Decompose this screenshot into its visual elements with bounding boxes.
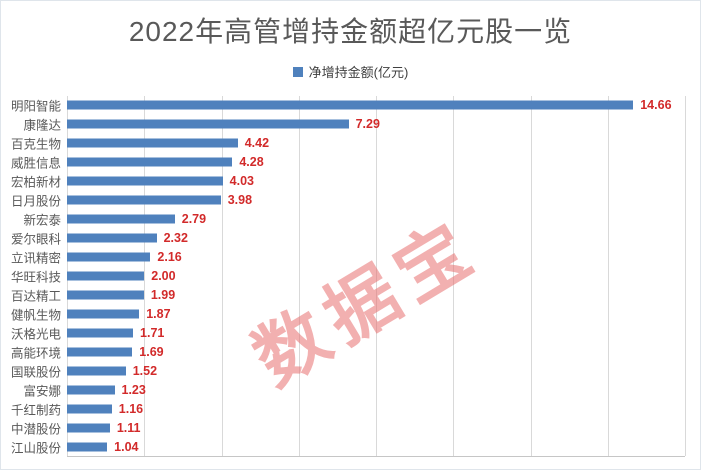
gridline (221, 96, 223, 456)
category-label: 江山股份 (10, 441, 61, 456)
bar-row: 明阳智能 14.66 (11, 96, 685, 115)
bar[interactable] (67, 119, 349, 129)
category-label: 日月股份 (10, 194, 61, 209)
value-label: 1.99 (150, 287, 176, 302)
bar[interactable] (67, 309, 140, 319)
value-label: 2.16 (157, 250, 182, 265)
category-label: 高能环境 (10, 346, 61, 361)
bar-row: 健帆生物 1.87 (11, 304, 685, 323)
value-label: 7.29 (355, 117, 380, 132)
gridline (607, 96, 609, 456)
category-label: 宏柏新材 (10, 175, 61, 190)
gridline (685, 96, 686, 456)
bar-row: 威胜信息 4.28 (11, 153, 685, 172)
bar[interactable] (67, 404, 112, 414)
category-label: 立讯精密 (10, 251, 61, 266)
bar[interactable] (67, 271, 145, 281)
category-label: 沃格光电 (10, 327, 61, 342)
value-label: 1.87 (146, 306, 171, 321)
category-label: 中潜股份 (10, 422, 61, 437)
value-label: 3.98 (227, 193, 253, 208)
bar[interactable] (67, 385, 115, 395)
bar-row: 江山股份 1.04 (11, 437, 685, 456)
bar-row: 爱尔眼科 2.32 (11, 229, 685, 248)
category-label: 康隆达 (23, 118, 61, 133)
bar[interactable] (67, 366, 126, 376)
bar-row: 华旺科技 2.00 (11, 267, 685, 286)
bar[interactable] (67, 138, 238, 148)
bar[interactable] (67, 100, 634, 110)
gridline (144, 96, 146, 456)
category-label: 百克生物 (10, 137, 61, 152)
category-label: 明阳智能 (10, 99, 61, 114)
category-label: 华旺科技 (10, 270, 61, 285)
bar-row: 富安娜 1.23 (23, 380, 685, 399)
bar[interactable] (67, 290, 144, 300)
gridline (453, 96, 455, 456)
bar[interactable] (67, 328, 134, 338)
gridline (530, 96, 532, 456)
bar-row: 高能环境 1.69 (11, 342, 685, 361)
bar[interactable] (67, 176, 223, 186)
bar-row: 康隆达 7.29 (23, 115, 685, 134)
gridline (376, 96, 377, 456)
bar[interactable] (67, 442, 108, 452)
value-label: 1.11 (116, 420, 141, 435)
bar-row: 立讯精密 2.16 (11, 248, 685, 267)
bar-row: 中潜股份 1.11 (11, 418, 685, 437)
category-label: 百达精工 (10, 289, 61, 304)
value-label: 4.42 (244, 136, 270, 151)
chart-title: 2022年高管增持金额超亿元股一览 (128, 16, 573, 47)
gridline (298, 96, 300, 456)
legend-label: 净增持金额(亿元) (308, 65, 409, 80)
category-label: 威胜信息 (10, 156, 61, 171)
category-label: 爱尔眼科 (10, 232, 61, 247)
value-label: 2.79 (181, 212, 207, 227)
value-label: 1.52 (132, 363, 158, 378)
bar[interactable] (67, 214, 175, 224)
value-label: 2.00 (151, 268, 176, 283)
bar-row: 日月股份 3.98 (11, 191, 685, 210)
value-label: 2.32 (163, 231, 188, 246)
bar-row: 千红制药 1.16 (11, 399, 685, 418)
category-label: 富安娜 (23, 384, 61, 399)
legend-swatch-icon (292, 66, 303, 77)
bar[interactable] (67, 423, 110, 433)
bar-row: 新宏泰 2.79 (23, 210, 685, 229)
value-label: 1.71 (140, 325, 165, 340)
value-label: 1.23 (121, 382, 146, 397)
category-label: 健帆生物 (10, 308, 61, 323)
bar-row: 百达精工 1.99 (11, 285, 685, 304)
bar-row: 宏柏新材 4.03 (11, 172, 685, 191)
value-label: 14.66 (640, 98, 672, 113)
value-label: 4.28 (239, 155, 264, 170)
bar[interactable] (67, 195, 221, 205)
bar[interactable] (67, 252, 151, 262)
bar[interactable] (67, 157, 233, 167)
category-label: 千红制药 (10, 403, 61, 418)
value-label: 4.03 (229, 174, 254, 189)
bar-row: 百克生物 4.42 (11, 134, 685, 153)
value-label: 1.69 (139, 344, 164, 359)
bar[interactable] (67, 347, 133, 357)
value-label: 1.04 (114, 439, 139, 454)
category-label: 国联股份 (10, 365, 61, 380)
bar[interactable] (67, 233, 157, 243)
category-label: 新宏泰 (23, 213, 61, 228)
bar-row: 沃格光电 1.71 (11, 323, 685, 342)
bar-row: 国联股份 1.52 (11, 361, 685, 380)
legend[interactable]: 净增持金额(亿元) (1, 62, 700, 81)
plot-area: 明阳智能 14.66 康隆达 7.29 百克生物 4.42 威胜信息 4.28 宏柏新材 4.03… (11, 96, 686, 457)
value-label: 1.16 (118, 401, 144, 416)
